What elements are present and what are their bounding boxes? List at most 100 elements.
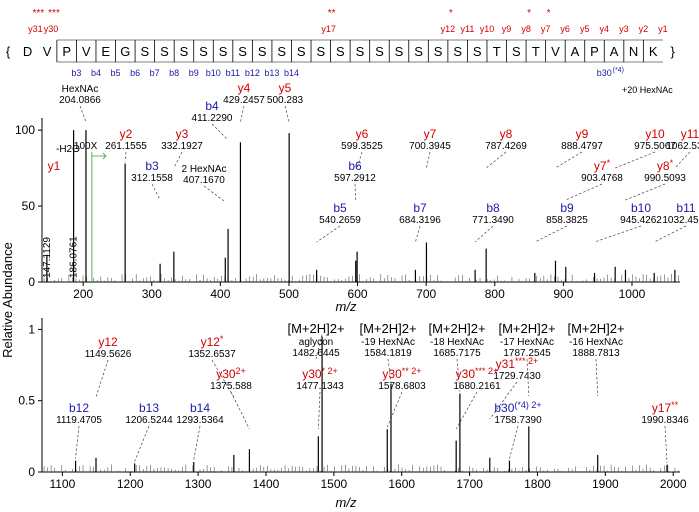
x-tick-label: 1900 [592, 477, 619, 491]
label-leader [230, 391, 250, 430]
spectrum-panel-low-mz: 2003004005006007008009001000050100100X14… [15, 81, 699, 301]
spectrum-panel-high-mz: 1100 1200 1300 1400 1500 1600 1700 1800 1900 2000… [18, 318, 689, 491]
label-leader [173, 151, 183, 169]
peak-mass-label: 261.1555 [105, 141, 147, 152]
x-tick-label: 1600 [388, 477, 415, 491]
peak-ion-label: y4 [238, 81, 251, 95]
label-leader [485, 151, 507, 169]
y-ion-stars: *** [48, 8, 60, 19]
peak-mass-label: 858.3825 [546, 215, 588, 226]
y-ion-stars: * [527, 8, 531, 19]
label-leader [134, 425, 150, 462]
b-ion-label: b7 [150, 68, 160, 78]
peptide-sequence-map: {D V P V E G S S S S S S S S S S S S S S S S S S T S T V A P A N K}y31**… [6, 8, 676, 78]
sequence-residue: S [453, 44, 462, 59]
peak-mass-label: 787.4269 [485, 141, 527, 152]
peak-ion-label: y8 [500, 127, 513, 141]
peak-mass-label: 597.2912 [334, 173, 376, 184]
peak-mass-label: 1584.1819 [364, 348, 412, 359]
y-ion-label: y12 [441, 24, 456, 34]
x-tick-label: 1400 [253, 477, 280, 491]
peak-mass-label: 888.4797 [561, 141, 603, 152]
sequence-residue: S [219, 44, 228, 59]
b-ion-label: b12 [245, 68, 260, 78]
peak-ion-sup: *** 2+ [515, 356, 538, 366]
peak-ion-label: y302+ [216, 366, 246, 381]
sequence-residue: S [336, 44, 345, 59]
peak-ion-label: HexNAc [62, 84, 99, 95]
peak-mass-label: 1729.7430 [493, 371, 541, 382]
peak-ion-label: y10 [645, 127, 665, 141]
label-leader [317, 391, 321, 430]
peak-mass-label: 599.3525 [341, 141, 383, 152]
b-ion-label: b6 [130, 68, 140, 78]
peak-mass-label: 1352.6537 [188, 349, 236, 360]
y-ion-label: y6 [560, 24, 570, 34]
b-ion-label: b10 [206, 68, 221, 78]
peak-ion-label: b6 [348, 159, 362, 173]
y-ion-stars: *** [33, 8, 45, 19]
peak-mass-label: 771.3490 [472, 215, 514, 226]
label-leader [356, 151, 363, 169]
peak-ion-label: y11 [681, 127, 699, 141]
peak-mass-label: 147.1129 [42, 237, 53, 278]
peak-ion-sup: * 2+ [322, 366, 338, 376]
y-ion-label: y31 [28, 24, 43, 34]
x-tick-label: 400 [210, 287, 230, 301]
y-ion-label: y11 [461, 24, 475, 34]
y-ion-stars: * [449, 8, 453, 19]
peak-ion-label: y9 [576, 127, 589, 141]
peak-ion-label: b9 [560, 201, 574, 215]
label-leader [615, 151, 656, 169]
peak-ion-label: b7 [413, 201, 427, 215]
peak-ion-label: y17** [652, 400, 679, 415]
y-ion-label: y5 [580, 24, 590, 34]
y-ion-label: y4 [600, 24, 610, 34]
label-leader [124, 151, 127, 162]
peak-ion-label: y1 [48, 159, 61, 173]
label-leader [534, 225, 568, 243]
sequence-residue: V [551, 44, 560, 59]
b-ion-sup: (*4) [613, 67, 624, 74]
peak-mass-label: 975.5067 [634, 141, 676, 152]
b-ion-label: b4 [91, 68, 101, 78]
peak-ion-label: y8* [657, 158, 674, 173]
peak-mass-label: 1477.1343 [296, 381, 344, 392]
sequence-residue: S [434, 44, 443, 59]
peak-ion-sub: -19 HexNAc [361, 337, 415, 348]
peak-ion-label: b14 [190, 401, 210, 415]
x-tick-label: 1500 [320, 477, 347, 491]
sequence-residue: V [82, 44, 91, 59]
peak-ion-sup: ** 2+ [402, 366, 422, 376]
label-leader [654, 225, 687, 243]
peak-ion-label: [M+2H]2+ [428, 321, 485, 336]
sequence-residue: G [120, 44, 130, 59]
label-leader [284, 105, 290, 123]
label-leader [426, 151, 431, 169]
label-leader [211, 123, 229, 141]
sequence-residue: S [414, 44, 423, 59]
peak-ion-sup: * [607, 158, 611, 168]
peak-mass-label: 1787.2545 [503, 348, 551, 359]
hexnac-note: +20 HexNAc [622, 85, 673, 95]
peak-ion-sub: aglycon [299, 337, 333, 348]
y-ion-label: y8 [521, 24, 531, 34]
peak-mass-label: 1990.8346 [641, 415, 689, 426]
peak-mass-label: 1578.6803 [378, 381, 426, 392]
sequence-residue: N [629, 44, 638, 59]
label-leader [455, 391, 478, 430]
neutral-loss-label: -H2O [56, 144, 80, 155]
sequence-residue: K [649, 44, 658, 59]
peak-mass-label: 1685.7175 [433, 348, 481, 359]
sequence-residue: } [671, 44, 676, 59]
peak-ion-label: b10 [631, 201, 651, 215]
label-leader [75, 425, 80, 459]
sequence-residue: S [141, 44, 150, 59]
label-leader [151, 183, 161, 201]
x-tick-label: 500 [279, 287, 299, 301]
label-leader [240, 105, 245, 123]
label-leader [386, 391, 403, 428]
sequence-residue: S [297, 44, 306, 59]
peak-mass-label: 1293.5364 [176, 415, 224, 426]
x-tick-label: 1000 [619, 287, 646, 301]
